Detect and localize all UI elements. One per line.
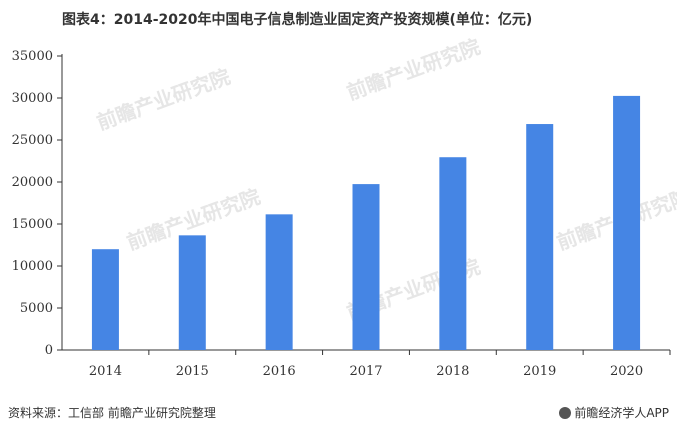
- bar-series: [91, 95, 641, 351]
- y-tick-label: 20000: [12, 175, 53, 190]
- bar-2016: [265, 214, 293, 350]
- y-tick-label: 35000: [12, 49, 53, 64]
- bar-2018: [439, 157, 467, 350]
- y-tick-label: 25000: [12, 133, 53, 148]
- bar-2014: [91, 249, 119, 350]
- y-tick-label: 5000: [20, 301, 53, 316]
- y-tick-label: 10000: [12, 259, 53, 274]
- bar-2015: [178, 235, 206, 350]
- x-tick-label: 2015: [176, 364, 209, 379]
- x-tick-label: 2017: [349, 364, 382, 379]
- x-tick-label: 2019: [523, 364, 556, 379]
- brand-name: 前瞻经济学人APP: [574, 406, 669, 420]
- y-tick-label: 0: [45, 343, 53, 358]
- bar-2020: [613, 95, 641, 351]
- y-tick-label: 30000: [12, 91, 53, 106]
- watermark-text: 前瞻产业研究院: [94, 64, 234, 134]
- x-tick-label: 2014: [89, 364, 122, 379]
- watermark-text: 前瞻产业研究院: [344, 34, 484, 104]
- x-tick-label: 2018: [436, 364, 469, 379]
- brand-logo-icon: [559, 407, 572, 419]
- brand-credit: 前瞻经济学人APP: [559, 404, 669, 421]
- chart-title: 图表4：2014-2020年中国电子信息制造业固定资产投资规模(单位：亿元): [62, 12, 533, 28]
- bar-2019: [526, 124, 554, 350]
- x-tick-label: 2020: [610, 364, 643, 379]
- source-note: 资料来源：工信部 前瞻产业研究院整理: [8, 406, 216, 420]
- y-tick-label: 15000: [12, 217, 53, 232]
- tick-labels: 0 5000 10000 15000 20000 25000 30000 35000 2014 2…: [12, 49, 643, 379]
- bar-2017: [352, 184, 380, 350]
- x-tick-label: 2016: [263, 364, 296, 379]
